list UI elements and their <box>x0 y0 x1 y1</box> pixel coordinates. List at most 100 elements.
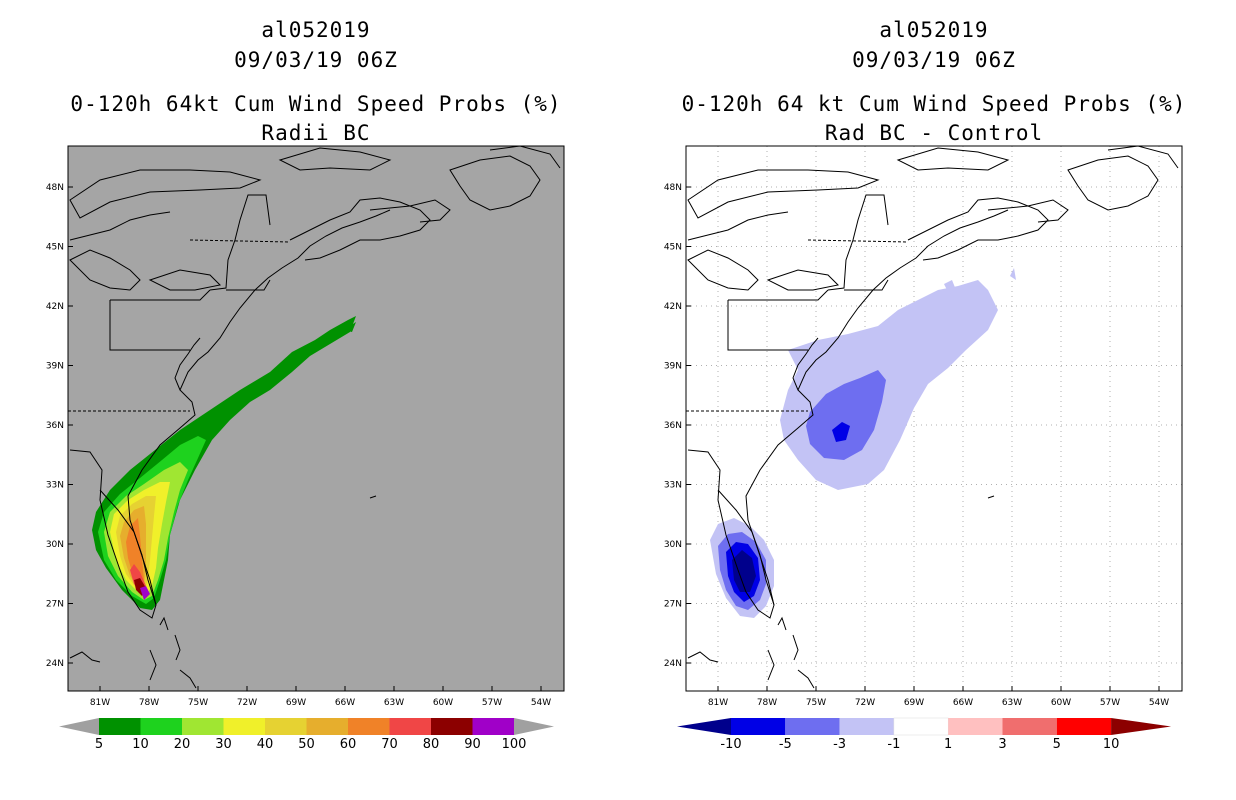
diff-minus5-contour <box>832 422 850 442</box>
left-colorbar-label: 20 <box>173 737 191 752</box>
left-title-storm: al052019 <box>261 18 371 42</box>
left-lon-label: 81W <box>90 698 110 708</box>
left-lat-label: 27N <box>46 600 64 610</box>
left-lon-label: 75W <box>188 698 208 708</box>
left-colorbar-swatch <box>348 718 390 735</box>
left-title-product: 0-120h 64kt Cum Wind Speed Probs (%) <box>70 92 562 116</box>
right-title-storm: al052019 <box>879 18 989 42</box>
left-lon-label: 63W <box>384 698 404 708</box>
right-colorbar-swatch <box>893 717 949 736</box>
left-colorbar-label: 10 <box>132 737 149 752</box>
right-lat-label: 45N <box>664 243 682 253</box>
left-colorbar-low-triangle <box>59 718 99 735</box>
right-colorbar-label: -3 <box>833 737 847 752</box>
diff-minus1-island <box>944 280 956 292</box>
right-difference-contours <box>710 268 1016 618</box>
right-lat-label: 48N <box>664 183 682 193</box>
right-lon-label: 57W <box>1100 698 1120 708</box>
right-lat-label: 30N <box>664 540 682 550</box>
right-axis-labels: 48N 45N 42N 39N 36N 33N 30N 27N 24N 81W 78W 75W 72W 6… <box>664 183 1169 708</box>
left-lon-label: 54W <box>531 698 551 708</box>
diff-minus10-florida <box>732 550 756 592</box>
left-lat-label: 24N <box>46 659 64 669</box>
left-colorbar-label: 80 <box>422 737 440 752</box>
left-lon-label: 57W <box>482 698 502 708</box>
left-lat-label: 45N <box>46 243 64 253</box>
left-colorbar-label: 90 <box>464 737 481 752</box>
right-lat-label: 42N <box>664 302 682 312</box>
left-colorbar-swatch <box>389 718 431 735</box>
left-colorbar-label: 40 <box>256 737 274 752</box>
right-colorbar-label: 10 <box>1102 737 1120 752</box>
right-title-product: 0-120h 64 kt Cum Wind Speed Probs (%) <box>681 92 1187 116</box>
right-colorbar-swatch <box>839 718 894 735</box>
right-lat-label: 39N <box>664 362 682 372</box>
right-lon-label: 60W <box>1051 698 1071 708</box>
right-colorbar-swatch <box>731 718 786 735</box>
left-colorbar-swatch <box>431 718 473 735</box>
left-lon-label: 78W <box>139 698 159 708</box>
left-lat-label: 42N <box>46 302 64 312</box>
left-colorbar-swatch <box>306 718 348 735</box>
right-colorbar-high-triangle <box>1111 718 1172 735</box>
right-lat-label: 33N <box>664 481 682 491</box>
left-lat-label: 30N <box>46 540 64 550</box>
right-lon-label: 69W <box>904 698 924 708</box>
prob-90-contour <box>140 586 150 600</box>
left-lat-label: 39N <box>46 362 64 372</box>
left-colorbar-swatch <box>223 718 265 735</box>
left-title-date: 09/03/19 06Z <box>234 48 398 72</box>
right-lat-label: 27N <box>664 600 682 610</box>
right-difference-map: 48N 45N 42N 39N 36N 33N 30N 27N 24N 81W 78W 75W 72W 6… <box>664 145 1183 708</box>
left-lat-label: 48N <box>46 183 64 193</box>
right-lon-label: 78W <box>757 698 777 708</box>
left-title-subtitle: Radii BC <box>261 121 371 145</box>
diff-minus1-patch <box>1010 268 1016 280</box>
left-lon-label: 66W <box>335 698 355 708</box>
right-lon-label: 81W <box>708 698 728 708</box>
right-lat-label: 24N <box>664 659 682 669</box>
right-lon-label: 63W <box>1002 698 1022 708</box>
left-colorbar-high-triangle <box>514 718 554 735</box>
left-colorbar-label: 5 <box>94 737 104 752</box>
left-colorbar-swatch <box>265 718 307 735</box>
left-lon-label: 69W <box>286 698 306 708</box>
left-map-frame <box>67 145 565 692</box>
prob-60-contour <box>126 518 144 586</box>
right-map-frame <box>685 145 1183 692</box>
right-colorbar-swatch <box>785 718 840 735</box>
left-ocean-background <box>68 146 564 691</box>
prob-5-island <box>344 322 356 332</box>
right-colorbar-label: -5 <box>778 737 792 752</box>
left-lat-label: 33N <box>46 481 64 491</box>
right-colorbar-swatch <box>948 718 1003 735</box>
left-axis-labels: 48N 45N 42N 39N 36N 33N 30N 27N 24N 81W 78W 75W 72W 6… <box>46 183 551 708</box>
right-colorbar-label: 1 <box>944 737 953 752</box>
right-lon-label: 72W <box>855 698 875 708</box>
left-lat-label: 36N <box>46 421 64 431</box>
left-colorbar-swatch <box>99 718 141 735</box>
left-colorbar-label: 30 <box>215 737 232 752</box>
right-lon-label: 54W <box>1149 698 1169 708</box>
left-colorbar-label: 60 <box>339 737 357 752</box>
left-colorbar-label: 70 <box>381 737 398 752</box>
right-colorbar-label: 5 <box>1052 737 1061 752</box>
right-lat-label: 36N <box>664 421 682 431</box>
left-probability-map: 48N 45N 42N 39N 36N 33N 30N 27N 24N 81W 78W 75W 72W 6… <box>46 145 565 708</box>
right-colorbar-label: -10 <box>720 737 742 752</box>
right-colorbar-label: 3 <box>998 737 1007 752</box>
left-lon-label: 72W <box>237 698 257 708</box>
left-colorbar-swatch <box>182 718 224 735</box>
right-title-date: 09/03/19 06Z <box>852 48 1016 72</box>
left-colorbar-swatch <box>472 718 514 735</box>
right-colorbar-label: -1 <box>887 737 901 752</box>
right-colorbar-low-triangle <box>677 718 731 735</box>
right-title-subtitle: Rad BC - Control <box>824 121 1044 145</box>
left-colorbar-label: 100 <box>501 737 527 752</box>
left-lon-label: 60W <box>433 698 453 708</box>
diff-minus3-contour <box>806 370 886 460</box>
right-colorbar-swatch <box>1056 718 1112 735</box>
right-lon-label: 66W <box>953 698 973 708</box>
left-colorbar-label: 50 <box>298 737 315 752</box>
right-lon-label: 75W <box>806 698 826 708</box>
